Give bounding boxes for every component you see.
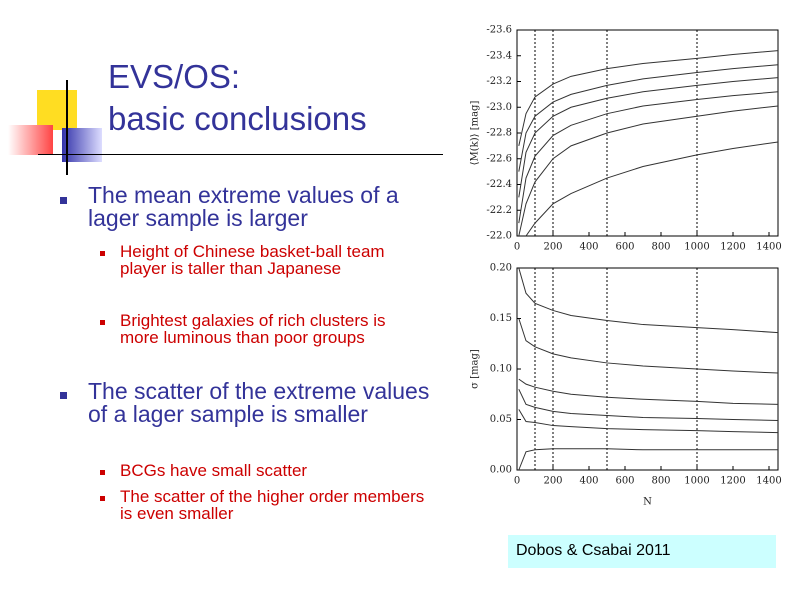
series-line (525, 141, 779, 237)
y-tick-label: -22.6 (486, 153, 512, 164)
y-tick-label: -22.2 (486, 205, 512, 216)
y-tick-label: 0.15 (490, 313, 512, 324)
y-tick-label: 0.10 (490, 364, 512, 375)
x-tick-label: 600 (615, 476, 634, 487)
x-tick-label: 1200 (720, 476, 745, 487)
deco-yellow (37, 90, 77, 130)
y-tick-label: -23.6 (486, 25, 512, 36)
y-tick-label: -22.4 (486, 179, 512, 190)
title: basic conclusions (108, 100, 367, 137)
caption: Dobos & Csabai 2011 (516, 542, 671, 559)
y-tick-label: -23.4 (486, 50, 512, 61)
x-tick-label: 0 (514, 242, 520, 253)
y-axis-label: σ [mag] (470, 349, 481, 389)
x-tick-label: 400 (579, 242, 598, 253)
series-line (518, 378, 779, 405)
deco-hline (38, 154, 443, 155)
x-tick-label: 1000 (684, 242, 709, 253)
sub-bullet: BCGs have small scatter (120, 461, 308, 480)
caption-box (508, 535, 776, 568)
y-tick-label: -23.0 (486, 102, 512, 113)
series-line (518, 50, 779, 146)
deco-red (8, 125, 53, 155)
x-tick-label: 0 (514, 476, 520, 487)
plot-frame (516, 29, 779, 237)
x-tick-label: 600 (615, 242, 634, 253)
sub-bullet: Height of Chinese basket-ball team playe… (120, 242, 385, 278)
bullet: The mean extreme values of a lager sampl… (88, 182, 399, 231)
x-axis-label: N (643, 497, 652, 508)
y-tick-label: 0.05 (490, 414, 512, 425)
series-line (518, 105, 779, 237)
y-tick-label: -22.0 (486, 231, 512, 242)
deco-blue (62, 128, 102, 162)
series-line (518, 267, 779, 334)
x-tick-label: 800 (651, 476, 670, 487)
x-tick-label: 1000 (684, 476, 709, 487)
x-tick-label: 1200 (720, 242, 745, 253)
series-line (518, 388, 779, 422)
series-line (518, 409, 779, 434)
series-line (518, 318, 779, 374)
deco-vline (66, 80, 68, 175)
title: EVS/OS: (108, 58, 241, 95)
bullet-marker (60, 197, 67, 204)
x-tick-label: 1400 (756, 476, 781, 487)
sub-bullet: The scatter of the higher order members … (120, 487, 425, 523)
x-tick-label: 200 (543, 476, 562, 487)
y-tick-label: -22.8 (486, 128, 512, 139)
bullet-marker (100, 251, 105, 256)
x-tick-label: 400 (579, 476, 598, 487)
series-line (518, 77, 779, 198)
sub-bullet: Brightest galaxies of rich clusters is m… (120, 311, 386, 347)
bullet-marker (100, 470, 105, 475)
bullet-marker (100, 496, 105, 501)
y-tick-label: 0.20 (490, 263, 512, 274)
bullet-marker (100, 320, 105, 325)
series-line (518, 448, 778, 471)
series-line (518, 91, 779, 224)
x-tick-label: 1400 (756, 242, 781, 253)
bullet-marker (60, 392, 67, 399)
y-axis-label: ⟨M(k)⟩ [mag] (470, 101, 481, 166)
plot-frame (516, 267, 779, 471)
x-tick-label: 800 (651, 242, 670, 253)
bullet: The scatter of the extreme values of a l… (88, 378, 430, 427)
y-tick-label: 0.00 (490, 465, 512, 476)
x-tick-label: 200 (543, 242, 562, 253)
series-line (518, 64, 779, 172)
y-tick-label: -23.2 (486, 76, 512, 87)
